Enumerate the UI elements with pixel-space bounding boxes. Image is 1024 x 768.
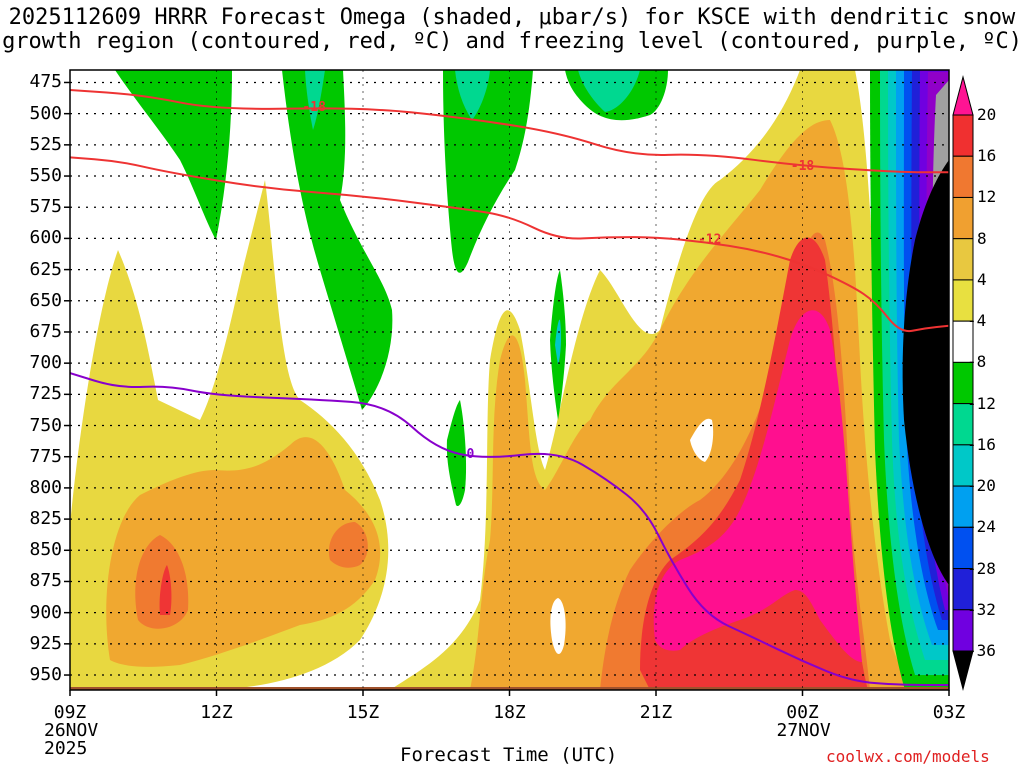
x-tick-label: 03Z [932,702,966,723]
x-date-label: 27NOV [776,720,831,741]
x-tick-label: 12Z [200,702,233,723]
contour-label: -18 [302,100,326,115]
y-tick-label: 900 [29,601,62,623]
colorbar-label: -36 [967,641,996,660]
y-tick-label: 925 [29,632,62,654]
colorbar-label: 20 [977,105,997,124]
omega-gap-2 [690,418,714,462]
colorbar-segment [952,114,974,157]
contours: -18 -18 -12 0 [70,88,949,687]
y-tick-label: 825 [29,508,62,530]
colorbar-label: 8 [977,228,987,248]
omega-region-20 [653,310,862,662]
y-tick-label: 600 [29,227,62,249]
colorbar-label: -32 [967,599,996,619]
y-tick-label: 875 [29,570,62,592]
colorbar-label: -12 [967,393,996,413]
y-tick-label: 575 [29,196,62,218]
contour-line [70,372,949,687]
omega-region-12-mid [328,522,368,568]
y-tick-label: 850 [29,539,62,561]
colorbar-segment [952,196,974,240]
contour-label: -12 [698,232,721,247]
y-tick-label: 700 [29,352,62,374]
omega-neg-green-1 [115,70,232,240]
colorbar-label: -24 [967,517,996,537]
colorbar-label: -8 [967,352,987,372]
x-tick-label: 21Z [639,702,673,723]
contour-line [70,88,949,174]
contour-label: 0 [467,447,475,462]
y-tick-label: 950 [29,664,62,686]
y-tick-label: 650 [29,289,62,311]
colorbar-segment [952,238,974,281]
y-tick-label: 625 [29,258,62,280]
y-tick-label: 675 [29,320,62,342]
y-tick-label: 475 [29,71,62,93]
colorbar-label: 12 [977,187,997,207]
x-tick-label: 15Z [346,702,380,723]
omega-neg-teal-4 [555,319,562,365]
y-tick-marks [64,81,70,676]
watermark-link[interactable]: coolwx.com/models [826,747,990,766]
omega-gap-1 [550,598,566,655]
colorbar [952,75,974,691]
colorbar-top-triangle [952,75,974,116]
chart-title: 2025112609 HRRR Forecast Omega (shaded, … [2,5,1022,54]
omega-neg-green-3 [443,70,533,273]
colorbar-label: -28 [967,558,996,578]
omega-neg-teal-3 [305,70,325,130]
omega-neg-green-2 [282,70,393,410]
x-date-label: 26NOV [44,720,99,741]
terrain-strip [70,687,949,690]
colorbar-segment [952,155,974,198]
x-tick-marks [69,690,950,696]
x-tick-label: 09Z [53,702,87,723]
colorbar-label: 16 [977,146,997,166]
x-axis-label: Forecast Time (UTC) [400,744,618,766]
y-tick-label: 525 [29,133,62,155]
colorbar-label: -4 [967,311,987,331]
gridlines [70,70,949,690]
omega-shading [70,70,949,690]
y-tick-label: 550 [29,165,62,187]
y-tick-label: 750 [29,414,62,436]
x-date-label: 2025 [44,738,88,759]
omega-neg-teal-2 [578,70,640,112]
colorbar-label: -16 [967,434,996,454]
x-tick-label: 18Z [493,702,526,723]
colorbar-label: 4 [977,269,987,289]
y-tick-label: 775 [29,445,62,467]
omega-region-16-small [159,565,172,615]
contour-label: -18 [791,159,815,174]
contour-line [70,156,949,333]
y-tick-label: 725 [29,383,62,405]
y-tick-label: 800 [29,476,62,498]
x-tick-label: 00Z [786,702,819,723]
y-tick-label: 500 [29,102,62,124]
colorbar-label: -20 [967,476,996,496]
omega-neg-band-black [902,160,949,585]
colorbar-bottom-triangle [952,650,974,691]
